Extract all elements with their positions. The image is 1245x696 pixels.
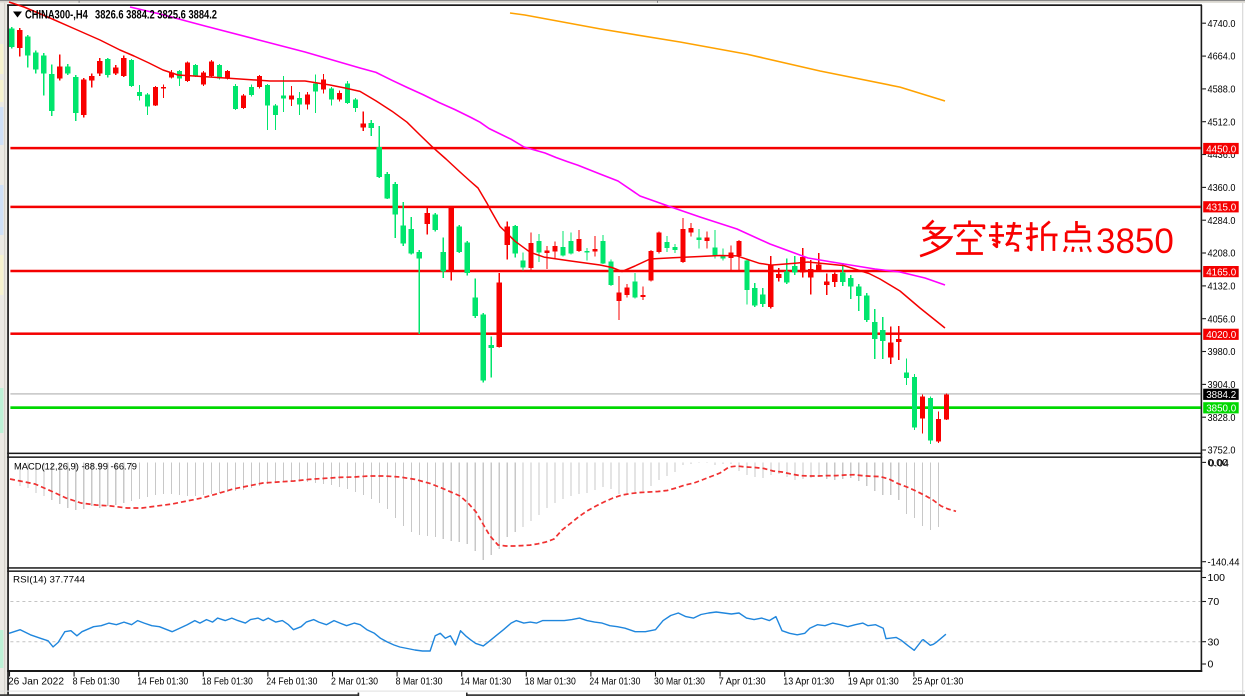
svg-text:4315.0: 4315.0 — [1206, 202, 1236, 214]
svg-text:18 Feb 01:30: 18 Feb 01:30 — [202, 676, 253, 688]
svg-text:3904.0: 3904.0 — [1208, 379, 1236, 391]
svg-text:0.00: 0.00 — [1208, 457, 1229, 469]
svg-text:100: 100 — [1208, 572, 1226, 584]
svg-text:8 Mar 01:30: 8 Mar 01:30 — [396, 676, 443, 688]
svg-text:4056.0: 4056.0 — [1208, 313, 1236, 325]
svg-text:4512.0: 4512.0 — [1208, 116, 1236, 128]
svg-text:4664.0: 4664.0 — [1208, 51, 1236, 63]
svg-text:3828.0: 3828.0 — [1208, 412, 1236, 424]
svg-text:4588.0: 4588.0 — [1208, 84, 1236, 96]
svg-text:18 Mar 01:30: 18 Mar 01:30 — [525, 676, 576, 688]
svg-text:0: 0 — [1208, 659, 1214, 671]
svg-text:19 Apr 01:30: 19 Apr 01:30 — [848, 676, 899, 688]
svg-text:7 Apr 01:30: 7 Apr 01:30 — [719, 676, 766, 688]
svg-text:3850: 3850 — [1096, 222, 1174, 261]
svg-text:3980.0: 3980.0 — [1208, 346, 1236, 358]
svg-text:14 Feb 01:30: 14 Feb 01:30 — [137, 676, 188, 688]
svg-text:RSI(14) 37.7744: RSI(14) 37.7744 — [13, 575, 85, 586]
svg-text:8 Feb 01:30: 8 Feb 01:30 — [73, 676, 120, 688]
svg-text:70: 70 — [1208, 596, 1220, 608]
svg-text:4165.0: 4165.0 — [1206, 266, 1236, 278]
svg-text:3850.0: 3850.0 — [1206, 403, 1236, 415]
svg-text:24 Mar 01:30: 24 Mar 01:30 — [589, 676, 640, 688]
svg-text:4020.0: 4020.0 — [1206, 329, 1236, 341]
svg-text:MACD(12,26,9) -88.99 -66.79: MACD(12,26,9) -88.99 -66.79 — [14, 462, 137, 473]
svg-text:3752.0: 3752.0 — [1208, 445, 1236, 457]
svg-text:4208.0: 4208.0 — [1208, 248, 1236, 260]
svg-text:3884.2: 3884.2 — [1206, 389, 1236, 401]
svg-text:4450.0: 4450.0 — [1206, 143, 1236, 155]
svg-text:0.04: 0.04 — [1209, 457, 1230, 469]
svg-text:24 Feb 01:30: 24 Feb 01:30 — [266, 676, 317, 688]
svg-text:30 Mar 01:30: 30 Mar 01:30 — [654, 676, 705, 688]
svg-text:13 Apr 01:30: 13 Apr 01:30 — [783, 676, 834, 688]
svg-text:4360.0: 4360.0 — [1208, 182, 1236, 194]
svg-text:25 Apr 01:30: 25 Apr 01:30 — [912, 676, 963, 688]
svg-text:30: 30 — [1208, 636, 1220, 648]
svg-text:2 Mar 01:30: 2 Mar 01:30 — [331, 676, 378, 688]
svg-text:26 Jan 2022: 26 Jan 2022 — [8, 676, 64, 688]
svg-text:-140.44: -140.44 — [1208, 556, 1240, 568]
svg-text:14 Mar 01:30: 14 Mar 01:30 — [460, 676, 511, 688]
svg-text:CHINA300-,H4 3826.6 3884.2 38: CHINA300-,H4 3826.6 3884.2 3825.6 3884.2 — [25, 8, 217, 22]
svg-text:4132.0: 4132.0 — [1208, 281, 1236, 293]
svg-text:4284.0: 4284.0 — [1208, 215, 1236, 227]
svg-text:4740.0: 4740.0 — [1208, 18, 1236, 30]
